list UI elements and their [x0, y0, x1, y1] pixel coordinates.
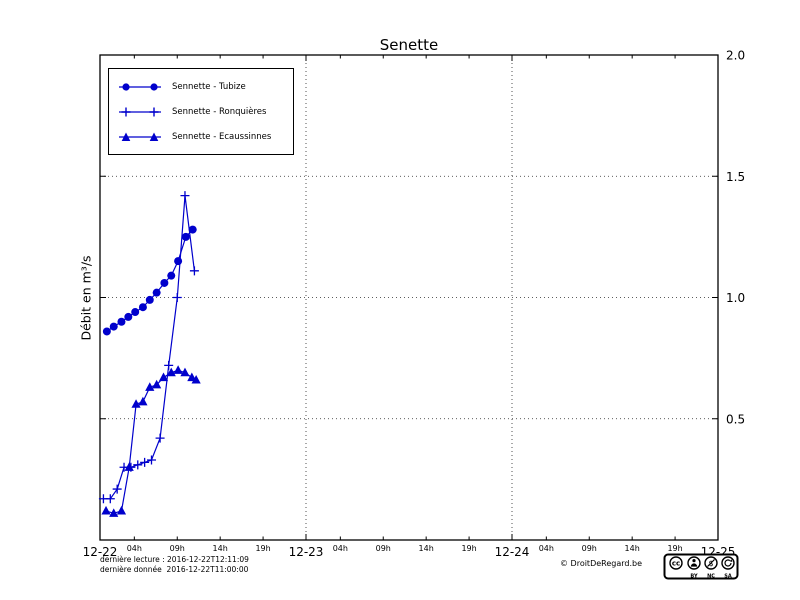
cc-by-label: BY	[690, 574, 698, 580]
cc-license-badge: cc $ BY NC SA	[663, 553, 739, 580]
legend-entry-tubize: Sennette - Tubize	[117, 74, 285, 99]
gridlines	[100, 55, 718, 540]
cc-sa-label: SA	[724, 574, 732, 580]
series-ecaussinnes	[101, 365, 201, 517]
y-tick-label: 1.5	[726, 170, 745, 184]
legend-entry-ronquieres: Sennette - Ronquières	[117, 99, 285, 124]
x-tick-label-day: 12-24	[495, 545, 530, 559]
x-tick-label-hour: 04h	[333, 544, 348, 553]
x-tick-label-hour: 19h	[461, 544, 476, 553]
svg-text:cc: cc	[672, 560, 680, 568]
x-tick-label-day: 12-22	[83, 545, 118, 559]
cc-nc-icon: $	[704, 556, 718, 570]
y-tick-label: 2.0	[726, 49, 745, 63]
x-tick-label-hour: 04h	[127, 544, 142, 553]
x-tick-label-hour: 14h	[625, 544, 640, 553]
legend-entry-ecaussinnes: Sennette - Ecaussinnes	[117, 124, 285, 149]
triangle-marker-sample	[119, 132, 161, 141]
series-ronquieres	[98, 191, 199, 504]
legend-label-ronquieres: Sennette - Ronquières	[172, 106, 267, 117]
cc-nc-label: NC	[707, 574, 715, 580]
x-tick-label-hour: 04h	[539, 544, 554, 553]
y-axis-label: Débit en m³/s	[78, 255, 94, 341]
y-tick-label: 0.5	[726, 412, 745, 426]
last-data-text: dernière donnée 2016-12-22T11:00:00	[100, 565, 249, 574]
chart-title: Senette	[379, 36, 439, 54]
cc-by-icon	[687, 556, 701, 570]
cc-badge-frame	[663, 553, 739, 580]
legend-label-tubize: Sennette - Tubize	[172, 81, 246, 92]
circle-marker-sample	[119, 82, 161, 91]
x-tick-label-hour: 19h	[667, 544, 682, 553]
plus-marker-sample	[119, 107, 161, 116]
legend: Sennette - Tubize Sennette - Ronquières …	[108, 68, 294, 155]
x-tick-label-hour: 09h	[170, 544, 185, 553]
x-tick-label-hour: 19h	[255, 544, 270, 553]
last-reading-text: dernière lecture : 2016-12-22T12:11:09	[100, 555, 249, 564]
x-tick-label-hour: 14h	[419, 544, 434, 553]
cc-sa-icon	[721, 556, 735, 570]
y-tick-label: 1.0	[726, 291, 745, 305]
x-tick-label-day: 12-23	[289, 545, 324, 559]
legend-label-ecaussinnes: Sennette - Ecaussinnes	[172, 131, 272, 142]
series-tubize	[102, 225, 197, 336]
x-tick-label-hour: 09h	[582, 544, 597, 553]
x-tick-label-hour: 14h	[213, 544, 228, 553]
cc-logo-icon: cc	[669, 556, 683, 570]
x-tick-label-hour: 09h	[376, 544, 391, 553]
copyright-text: © DroitDeRegard.be	[560, 559, 643, 568]
